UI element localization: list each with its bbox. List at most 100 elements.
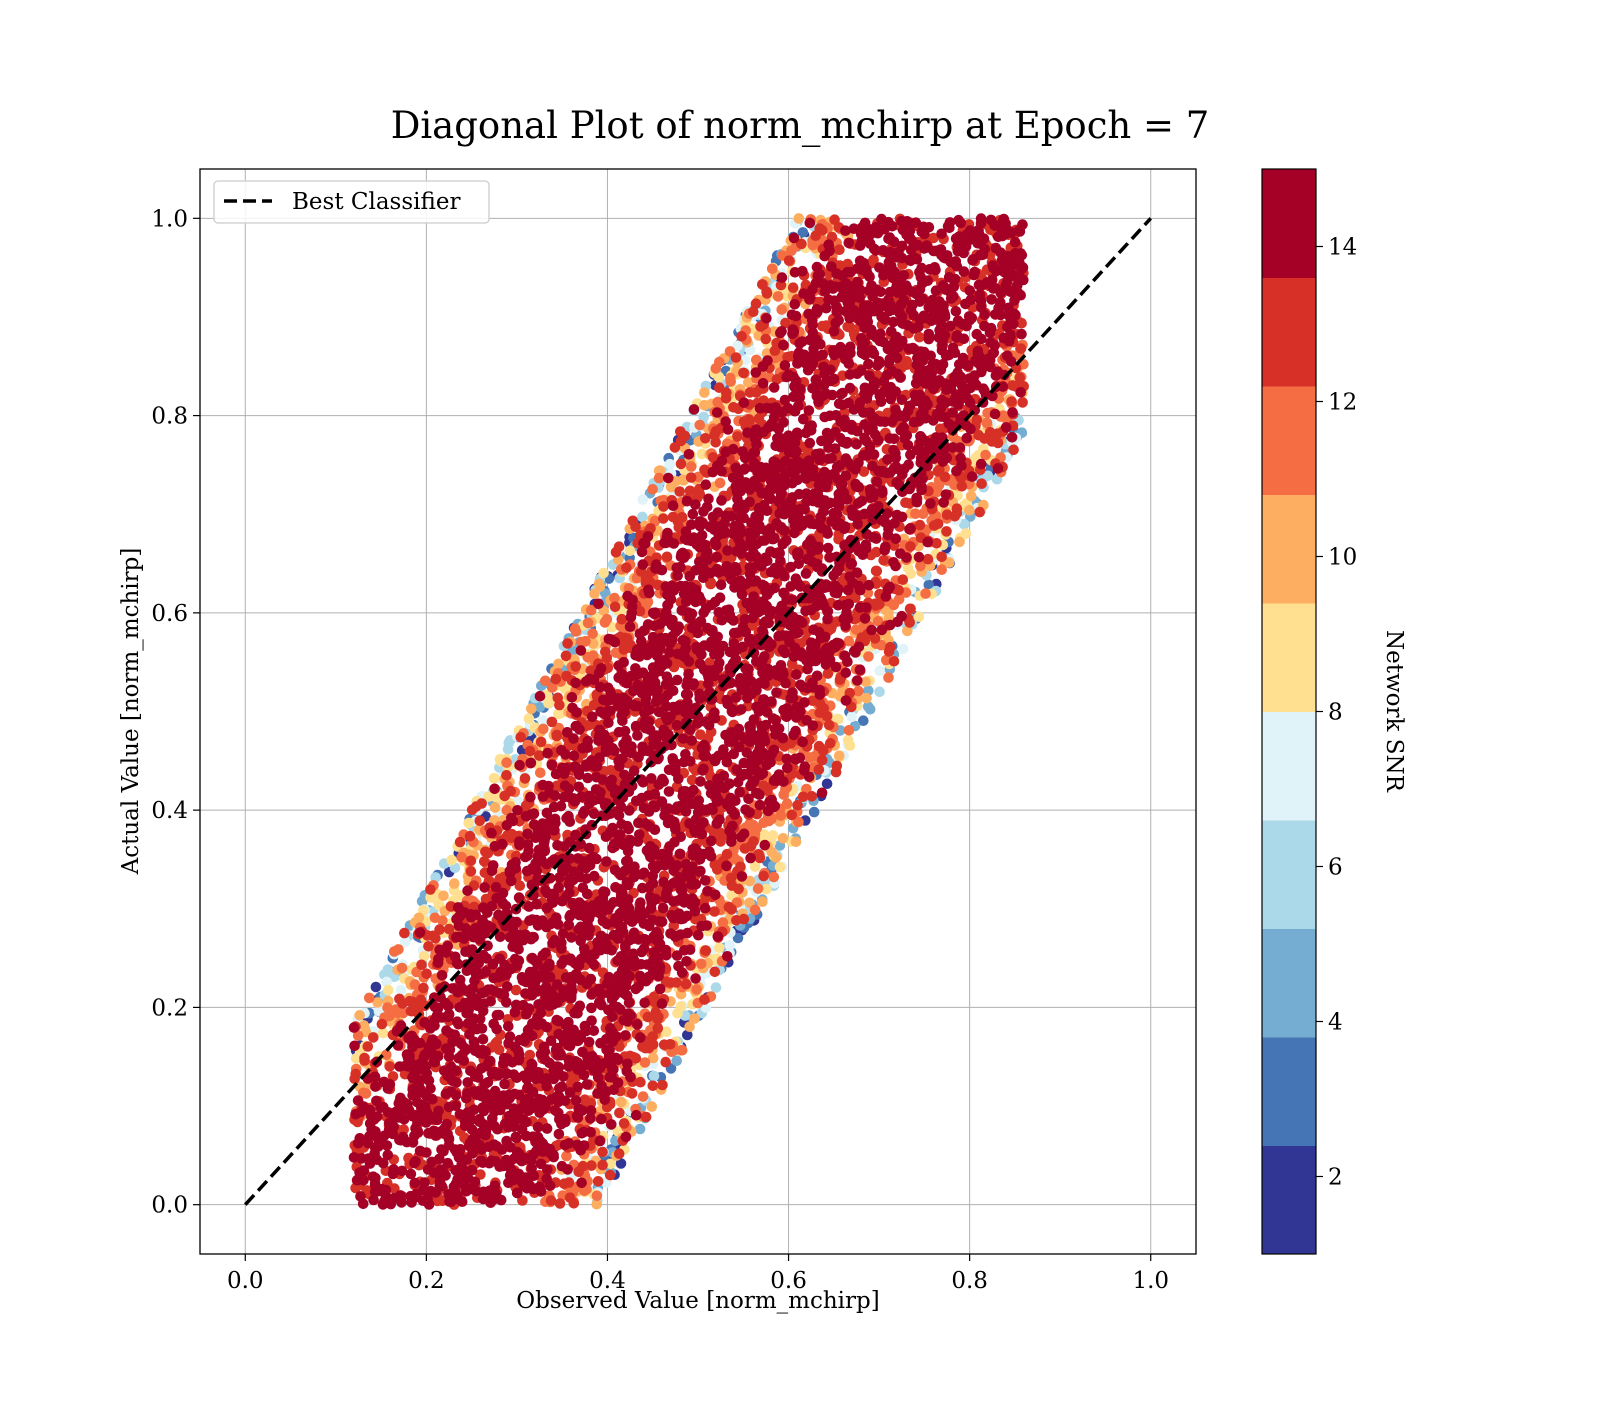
scatter-point [554, 700, 565, 711]
scatter-point [397, 963, 408, 974]
scatter-point [893, 585, 904, 596]
scatter-point [778, 833, 789, 844]
scatter-point [901, 552, 912, 563]
scatter-point [760, 840, 771, 851]
scatter-point [490, 802, 501, 813]
scatter-point [404, 996, 415, 1007]
scatter-point [695, 420, 706, 431]
scatter-point [758, 871, 769, 882]
scatter-point [668, 500, 679, 511]
scatter-point [686, 461, 697, 472]
scatter-point [466, 866, 477, 877]
scatter-point [863, 651, 874, 662]
scatter-point [762, 556, 773, 567]
scatter-point [465, 831, 476, 842]
scatter-point [415, 927, 426, 938]
scatter-point [689, 1013, 700, 1024]
scatter-point [857, 632, 868, 643]
scatter-point [1007, 432, 1018, 443]
scatter-point [885, 620, 896, 631]
scatter-point [589, 588, 600, 599]
scatter-point [359, 1053, 370, 1064]
scatter-point [538, 724, 549, 735]
scatter-point [643, 1012, 654, 1023]
scatter-point [940, 472, 951, 483]
scatter-point [689, 404, 700, 415]
scatter-point [520, 773, 531, 784]
scatter-point [466, 856, 477, 867]
scatter-point [1015, 387, 1026, 398]
scatter-point [738, 368, 749, 379]
scatter-point [824, 720, 835, 731]
scatter-point [773, 291, 784, 302]
scatter-point [649, 1071, 660, 1082]
scatter-point [675, 426, 686, 437]
scatter-point [964, 505, 975, 516]
scatter-point [593, 1176, 604, 1187]
scatter-point [570, 678, 581, 689]
scatter-point [663, 473, 674, 484]
scatter-point [433, 957, 444, 968]
scatter-point [503, 744, 514, 755]
scatter-point [725, 373, 736, 384]
scatter-point [954, 537, 965, 548]
scatter-point [722, 545, 733, 556]
scatter-point [737, 871, 748, 882]
scatter-point [793, 547, 804, 558]
scatter-point [438, 891, 449, 902]
scatter-point [610, 602, 621, 613]
scatter-point [845, 740, 856, 751]
scatter-point [786, 810, 797, 821]
scatter-point [929, 520, 940, 531]
scatter-point [910, 508, 921, 519]
scatter-point [421, 969, 432, 980]
scatter-point [522, 866, 533, 877]
scatter-point [712, 407, 723, 418]
scatter-point [797, 737, 808, 748]
scatter-point [665, 459, 676, 470]
scatter-point [676, 459, 687, 470]
scatter-point [745, 387, 756, 398]
scatter-point [757, 896, 768, 907]
scatter-point [711, 426, 722, 437]
scatter-point [696, 959, 707, 970]
scatter-point [709, 906, 720, 917]
scatter-point [582, 1079, 593, 1090]
scatter-point [570, 623, 581, 634]
scatter-point [664, 841, 675, 852]
scatter-point [941, 526, 952, 537]
scatter-point [570, 661, 581, 672]
scatter-point [480, 847, 491, 858]
scatter-point [547, 717, 558, 728]
scatter-point [526, 758, 537, 769]
scatter-point [936, 564, 947, 575]
scatter-point [659, 1039, 670, 1050]
scatter-point [486, 828, 497, 839]
scatter-point [675, 849, 686, 860]
scatter-point [657, 998, 668, 1009]
scatter-point [767, 264, 778, 275]
scatter-point [637, 512, 648, 523]
scatter-point [727, 647, 738, 658]
scatter-point [583, 618, 594, 629]
scatter-point [797, 617, 808, 628]
scatter-point [985, 337, 996, 348]
scatter-point [361, 1088, 372, 1099]
scatter-point [597, 1147, 608, 1158]
scatter-point [993, 463, 1004, 474]
scatter-point [641, 1112, 652, 1123]
scatter-point [825, 552, 836, 563]
scatter-point [814, 764, 825, 775]
scatter-point [526, 704, 537, 715]
scatter-point [782, 798, 793, 809]
scatter-point [631, 1110, 642, 1121]
scatter-point [750, 905, 761, 916]
scatter-point [371, 982, 382, 993]
scatter-point [638, 494, 649, 505]
scatter-point [622, 591, 633, 602]
scatter-point [381, 1050, 392, 1061]
scatter-point [586, 1160, 597, 1171]
scatter-point [349, 1041, 360, 1052]
scatter-point [489, 773, 500, 784]
